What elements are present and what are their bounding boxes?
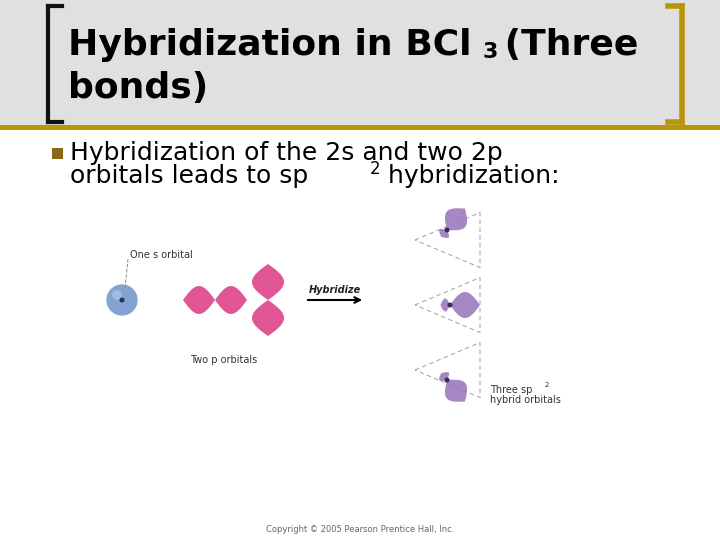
Polygon shape [445,380,467,402]
Circle shape [444,227,449,233]
Text: hybrid orbitals: hybrid orbitals [490,395,561,405]
Polygon shape [445,208,467,230]
Text: 2: 2 [545,382,549,388]
Circle shape [112,290,122,300]
Text: One s orbital: One s orbital [130,250,193,260]
Text: Hybridization of the 2s and two 2p: Hybridization of the 2s and two 2p [70,141,503,165]
Circle shape [106,284,138,316]
Text: 3: 3 [483,42,498,62]
Polygon shape [439,372,449,381]
Text: bonds): bonds) [68,71,208,105]
Bar [52,148,63,159]
Text: (Three: (Three [492,28,639,62]
Text: Three sp: Three sp [490,385,532,395]
Polygon shape [441,299,450,312]
Text: Hybridize: Hybridize [309,285,361,295]
Text: hybridization:: hybridization: [380,164,559,188]
Circle shape [448,302,452,307]
Text: Copyright © 2005 Pearson Prentice Hall, Inc.: Copyright © 2005 Pearson Prentice Hall, … [266,525,454,535]
Circle shape [444,377,449,382]
Bar [0,125,720,130]
Polygon shape [252,300,284,336]
Text: orbitals leads to sp: orbitals leads to sp [70,164,308,188]
Polygon shape [450,292,480,318]
Polygon shape [215,286,247,314]
Text: Hybridization in BCl: Hybridization in BCl [68,28,472,62]
Bar [0,0,720,130]
Polygon shape [183,286,215,314]
Circle shape [120,298,125,302]
Text: 2: 2 [370,160,381,178]
Text: Two p orbitals: Two p orbitals [190,355,257,365]
Polygon shape [252,264,284,300]
Polygon shape [439,229,449,238]
